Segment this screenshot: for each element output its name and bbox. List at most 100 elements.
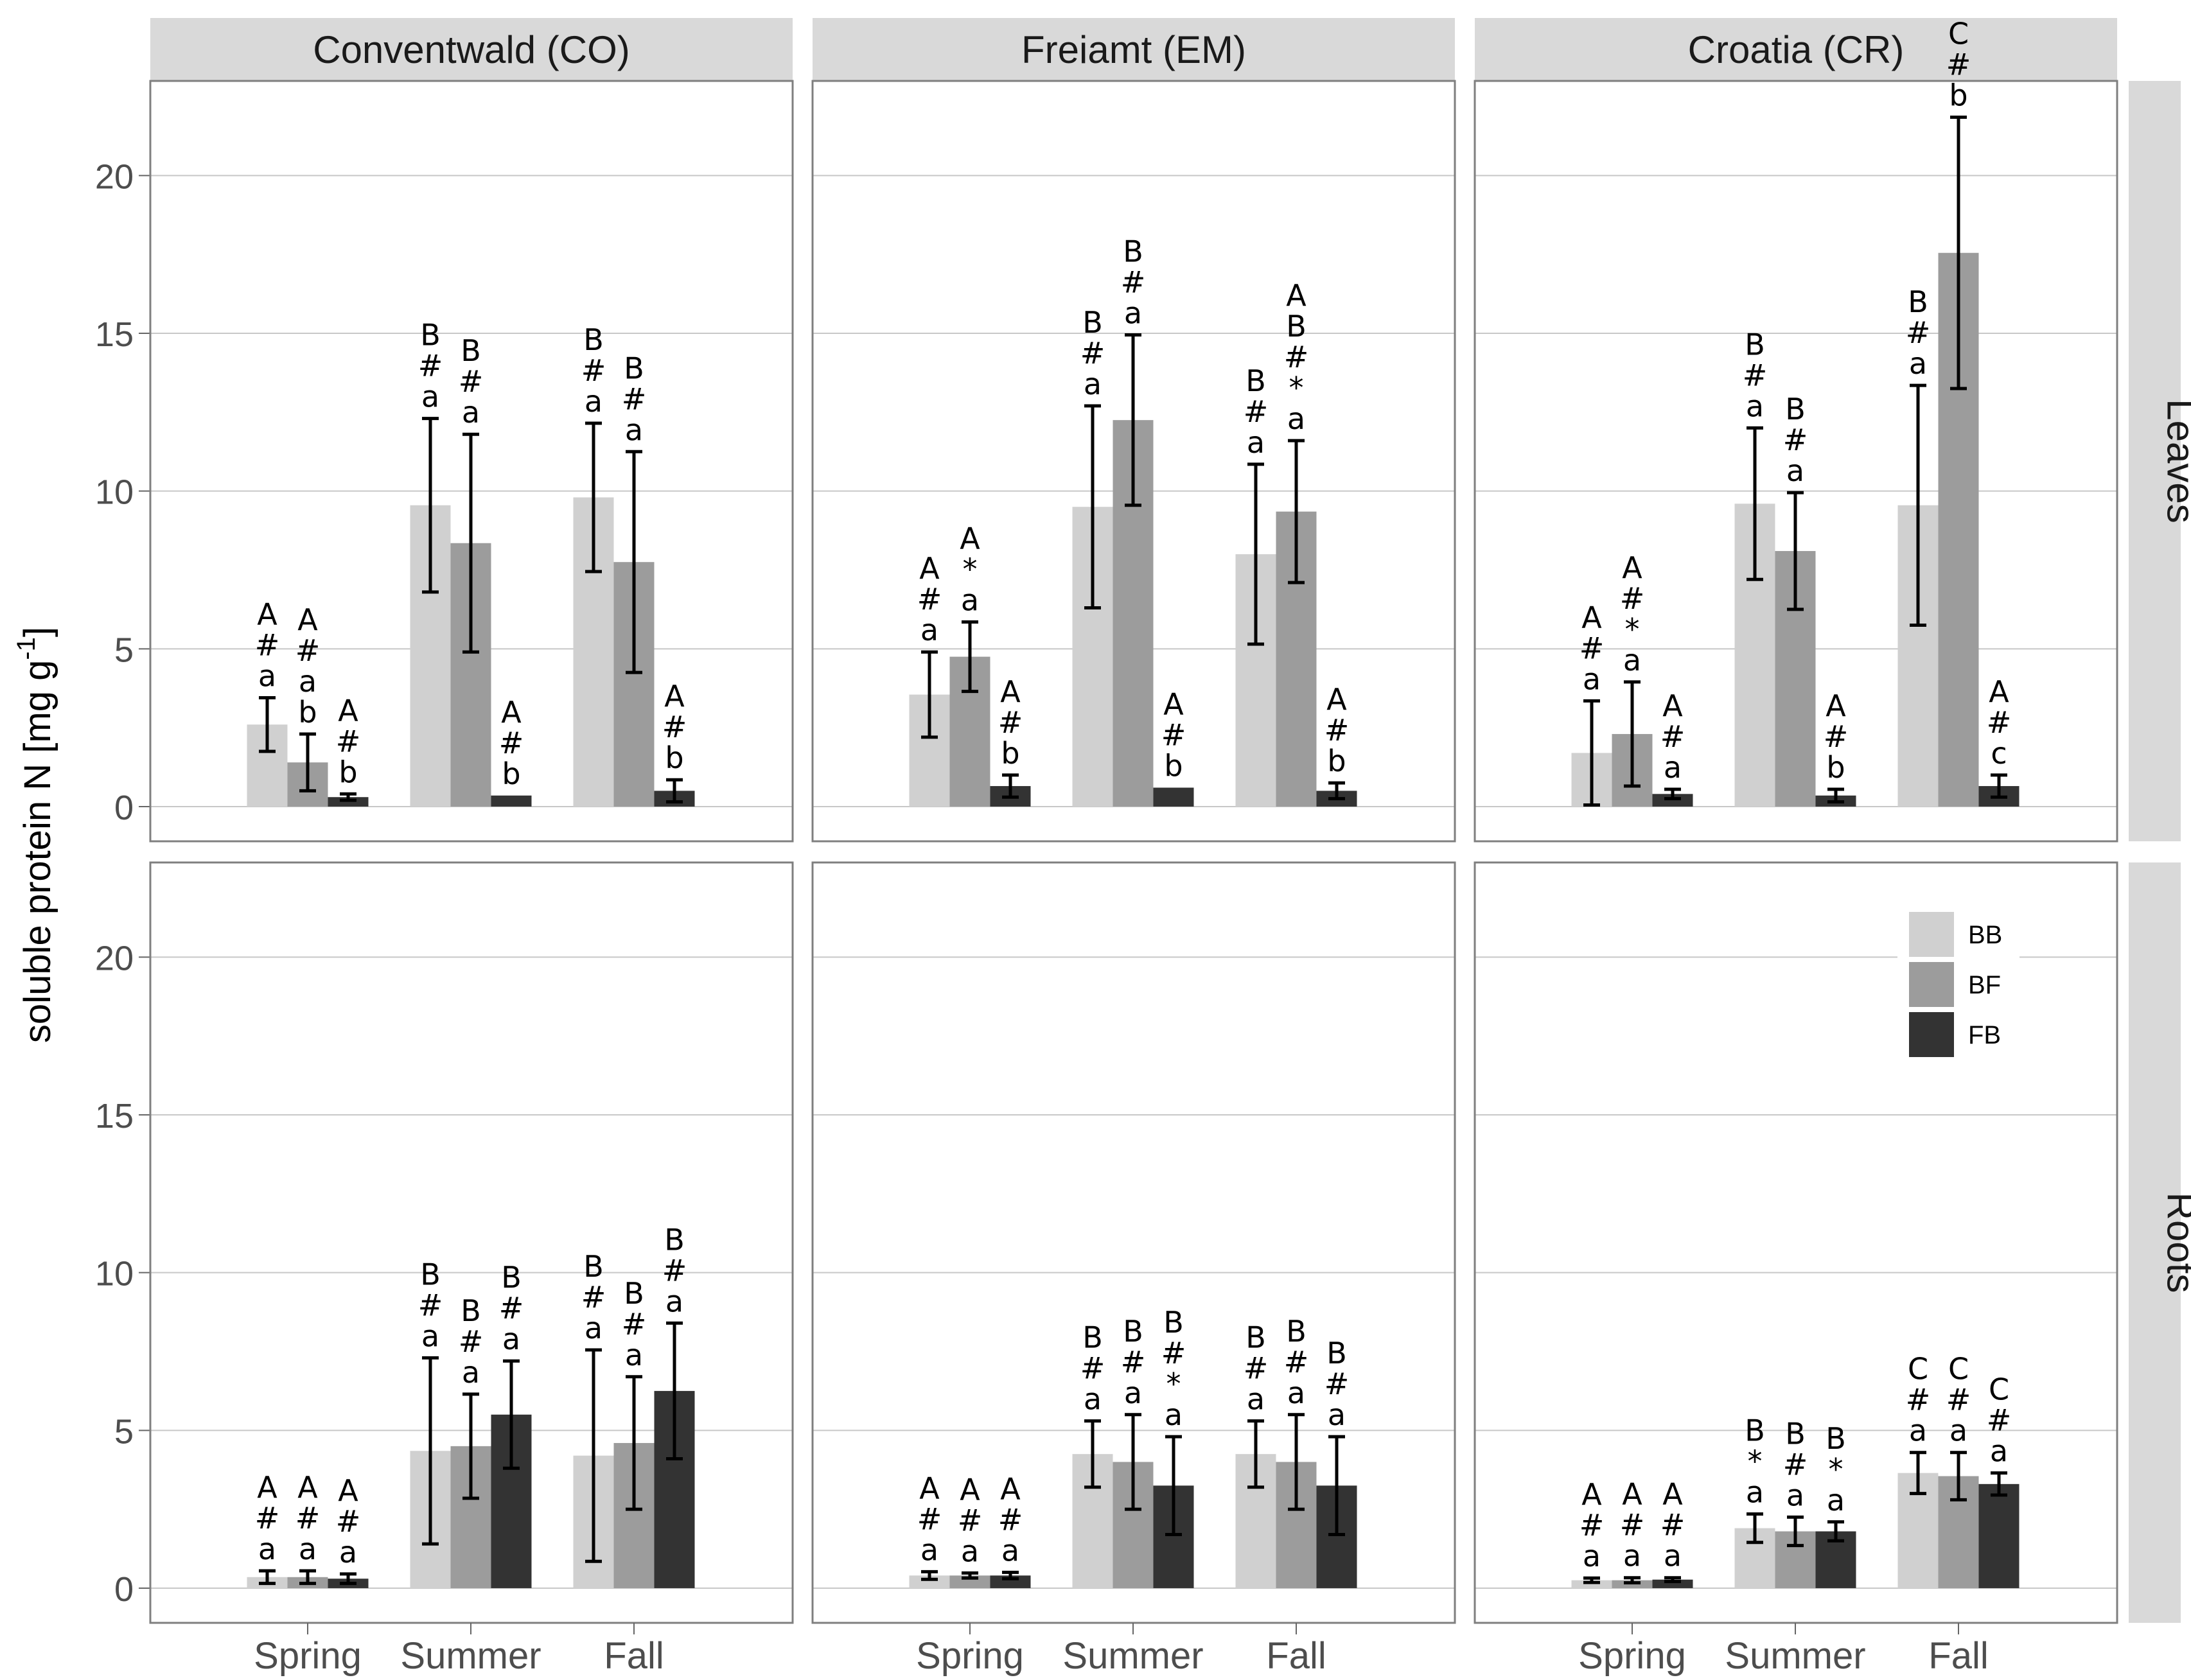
significance-letter: b xyxy=(665,740,683,775)
significance-letter: A xyxy=(664,679,685,713)
legend-label: BB xyxy=(1968,921,2002,949)
facet-strip-column-label: Conventwald (CO) xyxy=(313,28,630,71)
significance-letter: # xyxy=(459,1324,484,1359)
y-tick-label: 20 xyxy=(95,939,134,977)
significance-letter: # xyxy=(499,1291,524,1326)
significance-label: A#a xyxy=(917,1471,942,1567)
x-tick-label: Summer xyxy=(1062,1635,1203,1677)
significance-letter: # xyxy=(1324,1367,1350,1401)
significance-letter: a xyxy=(462,1355,480,1390)
significance-label: B#a xyxy=(622,351,647,447)
significance-letter: B xyxy=(1163,1305,1184,1340)
significance-label: B#a xyxy=(1121,234,1146,330)
y-axis-label-main: soluble protein N [mg g xyxy=(17,660,58,1043)
significance-letter: # xyxy=(1824,719,1849,754)
significance-label: A#a xyxy=(1660,688,1685,785)
significance-letter: # xyxy=(1284,340,1309,374)
significance-letter: A xyxy=(1622,550,1642,585)
significance-label: A#a xyxy=(998,1471,1023,1568)
significance-label: A#b xyxy=(499,695,524,791)
significance-letter: # xyxy=(622,381,647,416)
significance-letter: B xyxy=(1286,309,1307,344)
significance-letter: A xyxy=(257,597,277,631)
significance-letter: C xyxy=(1989,1372,2009,1407)
significance-letter: A xyxy=(338,693,358,728)
significance-letter: a xyxy=(961,583,979,618)
significance-letter: # xyxy=(1080,336,1105,371)
significance-letter: B xyxy=(1326,1336,1347,1370)
legend-label: BF xyxy=(1968,971,2001,999)
significance-label: B#a xyxy=(459,333,484,430)
significance-letter: c xyxy=(1991,736,2007,771)
x-tick-label: Fall xyxy=(1928,1635,1988,1677)
significance-letter: B xyxy=(1123,234,1143,268)
significance-letter: B xyxy=(1908,284,1928,319)
significance-letter: a xyxy=(920,613,938,647)
significance-letter: a xyxy=(1664,1539,1682,1573)
significance-letter: # xyxy=(917,1501,942,1536)
significance-letter: a xyxy=(339,1535,357,1570)
y-tick-label: 0 xyxy=(114,789,134,827)
significance-letter: # xyxy=(662,710,687,744)
significance-letter: a xyxy=(1909,346,1927,381)
significance-label: A#ab xyxy=(295,602,321,730)
facet-strip-row-label: Roots xyxy=(2160,1193,2191,1293)
significance-letter: A xyxy=(960,1472,980,1507)
significance-label: B#a xyxy=(459,1293,484,1390)
significance-letter: # xyxy=(1579,631,1605,665)
significance-letter: a xyxy=(1990,1434,2008,1469)
significance-letter: # xyxy=(1579,1508,1605,1543)
significance-letter: A xyxy=(960,521,980,556)
significance-label: B#a xyxy=(1783,392,1808,488)
significance-label: A#a xyxy=(255,1470,280,1566)
significance-letter: * xyxy=(1829,1452,1843,1487)
significance-letter: B xyxy=(461,333,481,368)
significance-letter: a xyxy=(1583,661,1601,696)
significance-letter: B xyxy=(1785,1416,1806,1451)
significance-letter: a xyxy=(1165,1397,1183,1432)
x-tick-label: Spring xyxy=(254,1635,362,1677)
significance-letter: # xyxy=(255,1501,280,1536)
significance-label: C#a xyxy=(1946,1352,1971,1448)
y-tick-label: 10 xyxy=(95,1255,134,1293)
significance-letter: a xyxy=(1287,1376,1305,1410)
significance-label: B#a xyxy=(662,1222,687,1318)
y-tick-label: 5 xyxy=(114,631,134,669)
significance-letter: B xyxy=(1245,1320,1266,1355)
significance-label: A#a xyxy=(1579,1477,1605,1573)
significance-letter: # xyxy=(1946,1383,1971,1417)
significance-label: B#a xyxy=(418,318,443,414)
significance-letter: B xyxy=(1745,327,1765,362)
significance-letter: # xyxy=(998,1502,1023,1537)
significance-letter: # xyxy=(917,582,942,617)
significance-letter: a xyxy=(1746,389,1764,423)
significance-letter: b xyxy=(1949,78,1967,112)
facet-strip-row-label: Leaves xyxy=(2160,399,2191,523)
significance-label: AB#*a xyxy=(1284,278,1309,436)
x-tick-label: Summer xyxy=(1725,1635,1865,1677)
significance-letter: b xyxy=(1001,736,1019,771)
significance-letter: a xyxy=(1247,425,1265,460)
significance-letter: A xyxy=(1662,688,1683,723)
significance-letter: # xyxy=(1080,1351,1105,1386)
significance-letter: # xyxy=(1324,713,1350,748)
significance-letter: * xyxy=(1625,612,1640,647)
significance-letter: # xyxy=(581,353,606,388)
significance-letter: a xyxy=(502,1322,520,1356)
significance-letter: # xyxy=(1161,717,1186,752)
significance-label: B*a xyxy=(1826,1421,1846,1518)
significance-letter: a xyxy=(1949,1413,1967,1448)
significance-letter: a xyxy=(585,384,603,419)
significance-letter: A xyxy=(1662,1477,1683,1512)
significance-letter: A xyxy=(1326,682,1347,717)
legend-key xyxy=(1909,1012,1954,1057)
significance-label: B*a xyxy=(1745,1413,1765,1510)
significance-letter: C xyxy=(1948,1352,1969,1387)
significance-label: B#a xyxy=(1121,1314,1146,1410)
significance-letter: A xyxy=(297,602,318,637)
significance-label: C#a xyxy=(1906,1352,1931,1448)
significance-letter: b xyxy=(298,695,317,730)
significance-letter: a xyxy=(1786,453,1804,488)
significance-letter: B xyxy=(583,322,604,357)
